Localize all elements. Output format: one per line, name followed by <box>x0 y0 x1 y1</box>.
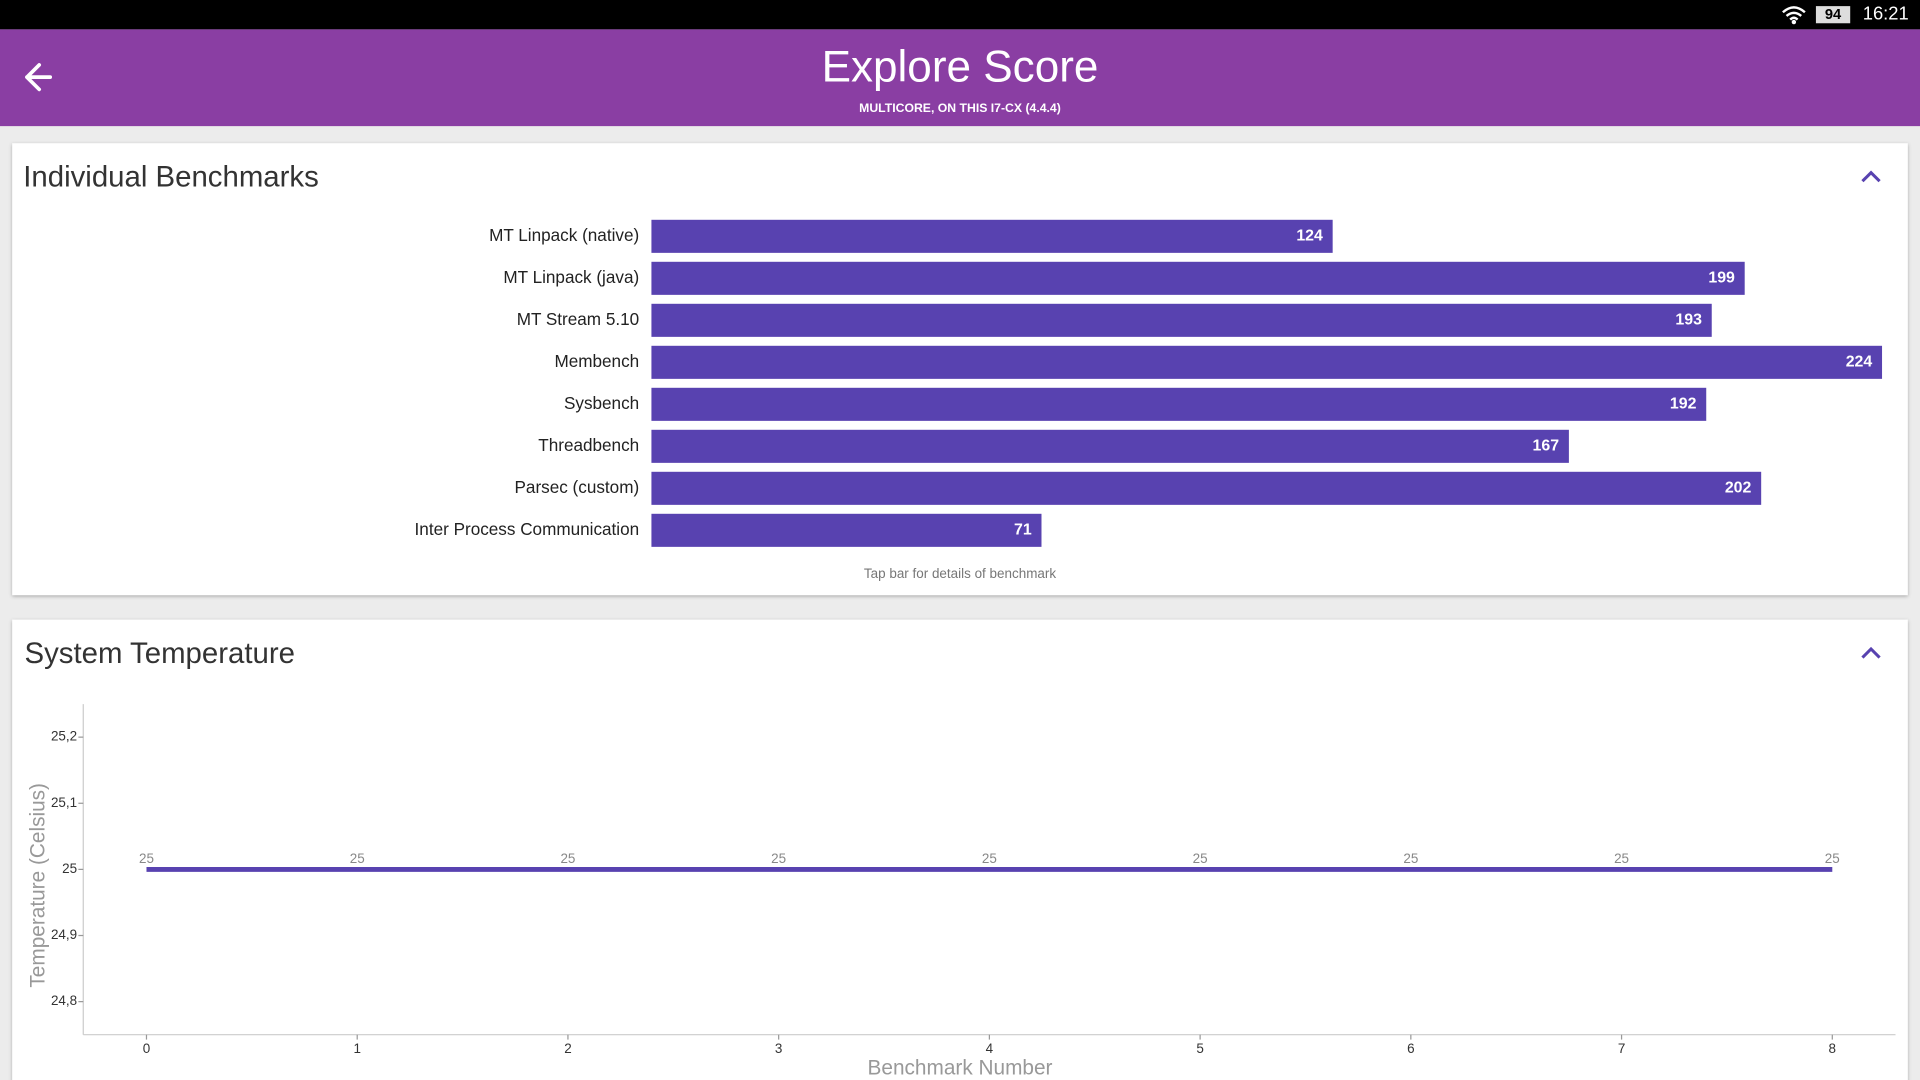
x-tick-label: 6 <box>1407 1041 1414 1056</box>
x-tick-label: 4 <box>986 1041 994 1056</box>
y-tick-label: 25 <box>62 861 77 876</box>
y-tick-label: 25,1 <box>51 795 77 810</box>
point-label: 25 <box>1193 851 1208 866</box>
bar[interactable] <box>651 345 1883 379</box>
back-arrow[interactable] <box>25 63 53 92</box>
bar[interactable] <box>651 513 1042 547</box>
header-subtitle: MULTICORE, ON THIS I7-CX (4.4.4) <box>859 101 1061 115</box>
card-title: Individual Benchmarks <box>23 161 319 194</box>
point-label: 25 <box>139 851 154 866</box>
bar-label: MT Linpack (java) <box>503 267 639 287</box>
y-tick-label: 24,8 <box>51 993 77 1008</box>
bar-label: Membench <box>554 351 639 371</box>
bar-value: 167 <box>1533 438 1560 455</box>
bar[interactable] <box>651 429 1569 463</box>
app-bar <box>0 29 1920 127</box>
back-button[interactable] <box>25 63 53 92</box>
wifi-dot <box>1791 19 1797 25</box>
point-label: 25 <box>1403 851 1418 866</box>
y-tick-label: 25,2 <box>51 729 77 744</box>
bar[interactable] <box>651 219 1333 253</box>
bar-value: 124 <box>1296 228 1323 245</box>
y-axis-label: Temperature (Celsius) <box>27 783 50 988</box>
bar-label: Inter Process Communication <box>415 519 640 539</box>
bar-label: Sysbench <box>564 393 639 413</box>
clock: 16:21 <box>1863 3 1909 24</box>
bar-label: MT Linpack (native) <box>489 225 639 245</box>
bar[interactable] <box>651 387 1707 421</box>
bar-value: 193 <box>1675 312 1702 329</box>
bar-value: 224 <box>1846 354 1873 371</box>
collapse-button[interactable] <box>1861 170 1881 183</box>
bar[interactable] <box>651 261 1745 295</box>
caption: Tap bar for details of benchmark <box>864 566 1056 581</box>
collapse-button[interactable] <box>1861 646 1881 659</box>
x-tick-label: 5 <box>1196 1041 1203 1056</box>
point-label: 25 <box>1614 851 1629 866</box>
battery-level: 94 <box>1825 7 1842 23</box>
point-label: 25 <box>771 851 786 866</box>
wifi-icon <box>1782 6 1806 21</box>
bar-value: 192 <box>1670 396 1697 413</box>
bar-value: 202 <box>1725 480 1752 497</box>
bar-value: 199 <box>1708 270 1735 287</box>
bar[interactable] <box>651 303 1712 337</box>
bar-label: MT Stream 5.10 <box>517 309 639 329</box>
x-tick-label: 8 <box>1829 1041 1836 1056</box>
bar-label: Threadbench <box>538 435 639 455</box>
point-label: 25 <box>1825 851 1840 866</box>
point-label: 25 <box>982 851 997 866</box>
x-tick-label: 3 <box>775 1041 782 1056</box>
point-label: 25 <box>560 851 575 866</box>
temperature-card <box>12 619 1908 1080</box>
point-label: 25 <box>350 851 365 866</box>
x-axis-label: Benchmark Number <box>868 1056 1053 1079</box>
x-tick-label: 7 <box>1618 1041 1625 1056</box>
y-tick-label: 24,9 <box>51 927 77 942</box>
battery-icon <box>1815 6 1851 24</box>
bar-value: 71 <box>1014 522 1032 539</box>
header-title: Explore Score <box>822 42 1099 91</box>
x-tick-label: 0 <box>143 1041 150 1056</box>
status-bar <box>0 0 1920 30</box>
bar[interactable] <box>651 471 1762 505</box>
card-title: System Temperature <box>24 637 294 670</box>
x-tick-label: 2 <box>564 1041 571 1056</box>
bar-label: Parsec (custom) <box>515 477 640 497</box>
x-tick-label: 1 <box>353 1041 360 1056</box>
